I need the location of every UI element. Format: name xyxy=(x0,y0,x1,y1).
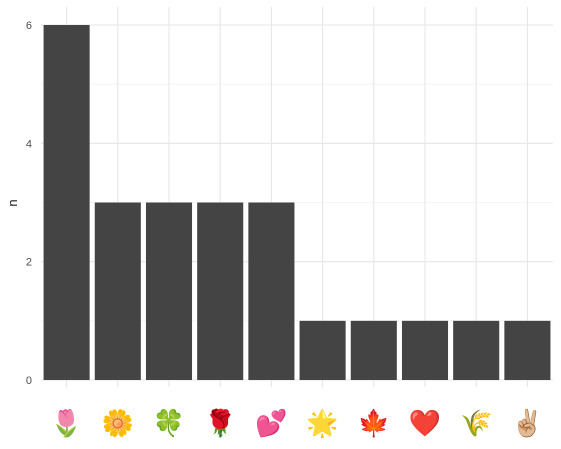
x-tick-label-two-hearts-icon: 💕 xyxy=(255,408,287,439)
bar xyxy=(94,202,141,380)
x-tick-label-red-heart-icon: ❤️ xyxy=(409,409,442,439)
y-tick-label: 2 xyxy=(26,257,32,269)
bar xyxy=(401,320,449,380)
x-tick-label-sheaf-of-rice-icon: 🌾 xyxy=(460,409,492,439)
x-tick-label-tulip-icon: 🌷 xyxy=(50,408,82,439)
x-axis-ticks: 🌷 🌼 🍀 🌹 💕 🌟 🍁 ❤️ 🌾 ✌🏼 xyxy=(50,407,543,439)
x-tick-label-four-leaf-clover-icon: 🍀 xyxy=(153,408,185,439)
bar xyxy=(197,202,244,380)
x-tick-label-victory-hand-icon: ✌🏼 xyxy=(511,407,543,439)
y-axis-ticks: 0 2 4 6 xyxy=(26,20,32,387)
bar xyxy=(43,25,90,380)
bar xyxy=(248,202,295,380)
x-tick-label-maple-leaf-icon: 🍁 xyxy=(358,408,390,439)
bar xyxy=(504,320,551,380)
y-tick-label: 0 xyxy=(26,375,32,387)
bar xyxy=(299,320,346,380)
bar xyxy=(145,202,193,380)
bar xyxy=(350,320,397,380)
x-tick-label-blossom-icon: 🌼 xyxy=(102,408,134,439)
y-tick-label: 4 xyxy=(26,138,32,150)
x-tick-label-glowing-star-icon: 🌟 xyxy=(306,408,338,439)
y-axis-title: n xyxy=(5,199,20,206)
y-tick-label: 6 xyxy=(26,20,32,32)
x-tick-label-rose-icon: 🌹 xyxy=(204,407,236,439)
bar xyxy=(453,320,500,380)
bars-layer xyxy=(43,25,551,380)
